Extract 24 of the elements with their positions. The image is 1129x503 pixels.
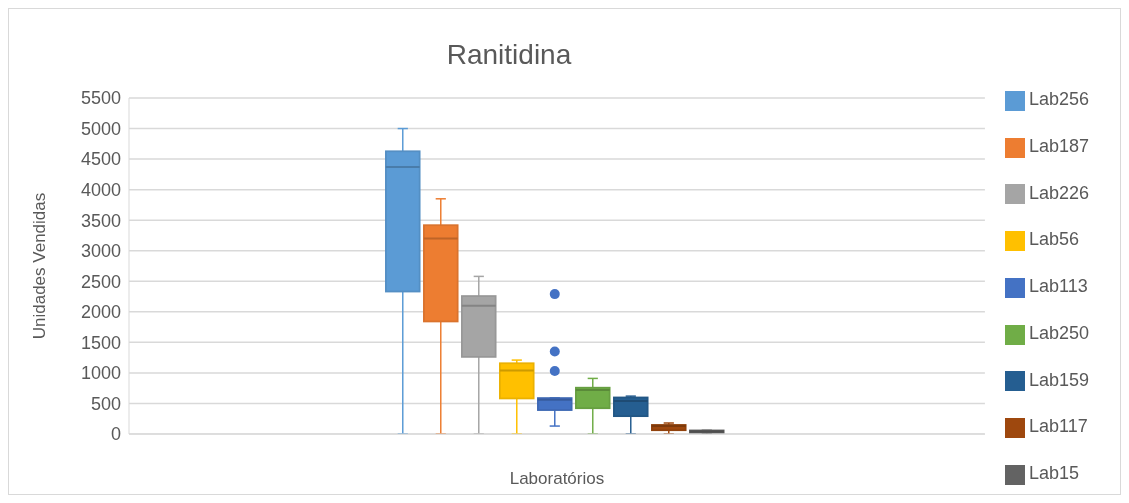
legend-label: Lab187 bbox=[1028, 135, 1089, 156]
legend-label: Lab226 bbox=[1028, 182, 1089, 203]
y-tick-label: 5500 bbox=[80, 88, 121, 109]
chart-title: Ranitidina bbox=[445, 39, 573, 71]
y-tick-label: 500 bbox=[90, 393, 121, 414]
legend-label: Lab256 bbox=[1028, 89, 1089, 109]
x-axis-title: Laboratórios bbox=[509, 469, 605, 488]
legend-label: Lab117 bbox=[1028, 416, 1088, 437]
y-tick-label: 4000 bbox=[80, 180, 121, 201]
y-tick-label: 2500 bbox=[80, 271, 121, 292]
y-tick-label: 1000 bbox=[80, 363, 121, 384]
y-tick-label: 1500 bbox=[80, 332, 121, 353]
legend-label: Lab113 bbox=[1028, 276, 1088, 297]
y-axis-title: Unidades Vendidas bbox=[30, 192, 50, 340]
y-tick-label: 0 bbox=[110, 424, 121, 445]
y-tick-label: 3000 bbox=[80, 241, 121, 262]
legend-label: Lab159 bbox=[1028, 369, 1089, 390]
y-tick-label: 3500 bbox=[80, 210, 121, 231]
y-tick-label: 2000 bbox=[80, 302, 121, 323]
legend-label: Lab56 bbox=[1028, 229, 1079, 250]
legend-label: Lab250 bbox=[1028, 322, 1089, 343]
y-tick-label: 4500 bbox=[80, 149, 121, 170]
legend-label: Lab15 bbox=[1028, 463, 1079, 484]
y-tick-label: 5000 bbox=[80, 118, 121, 139]
